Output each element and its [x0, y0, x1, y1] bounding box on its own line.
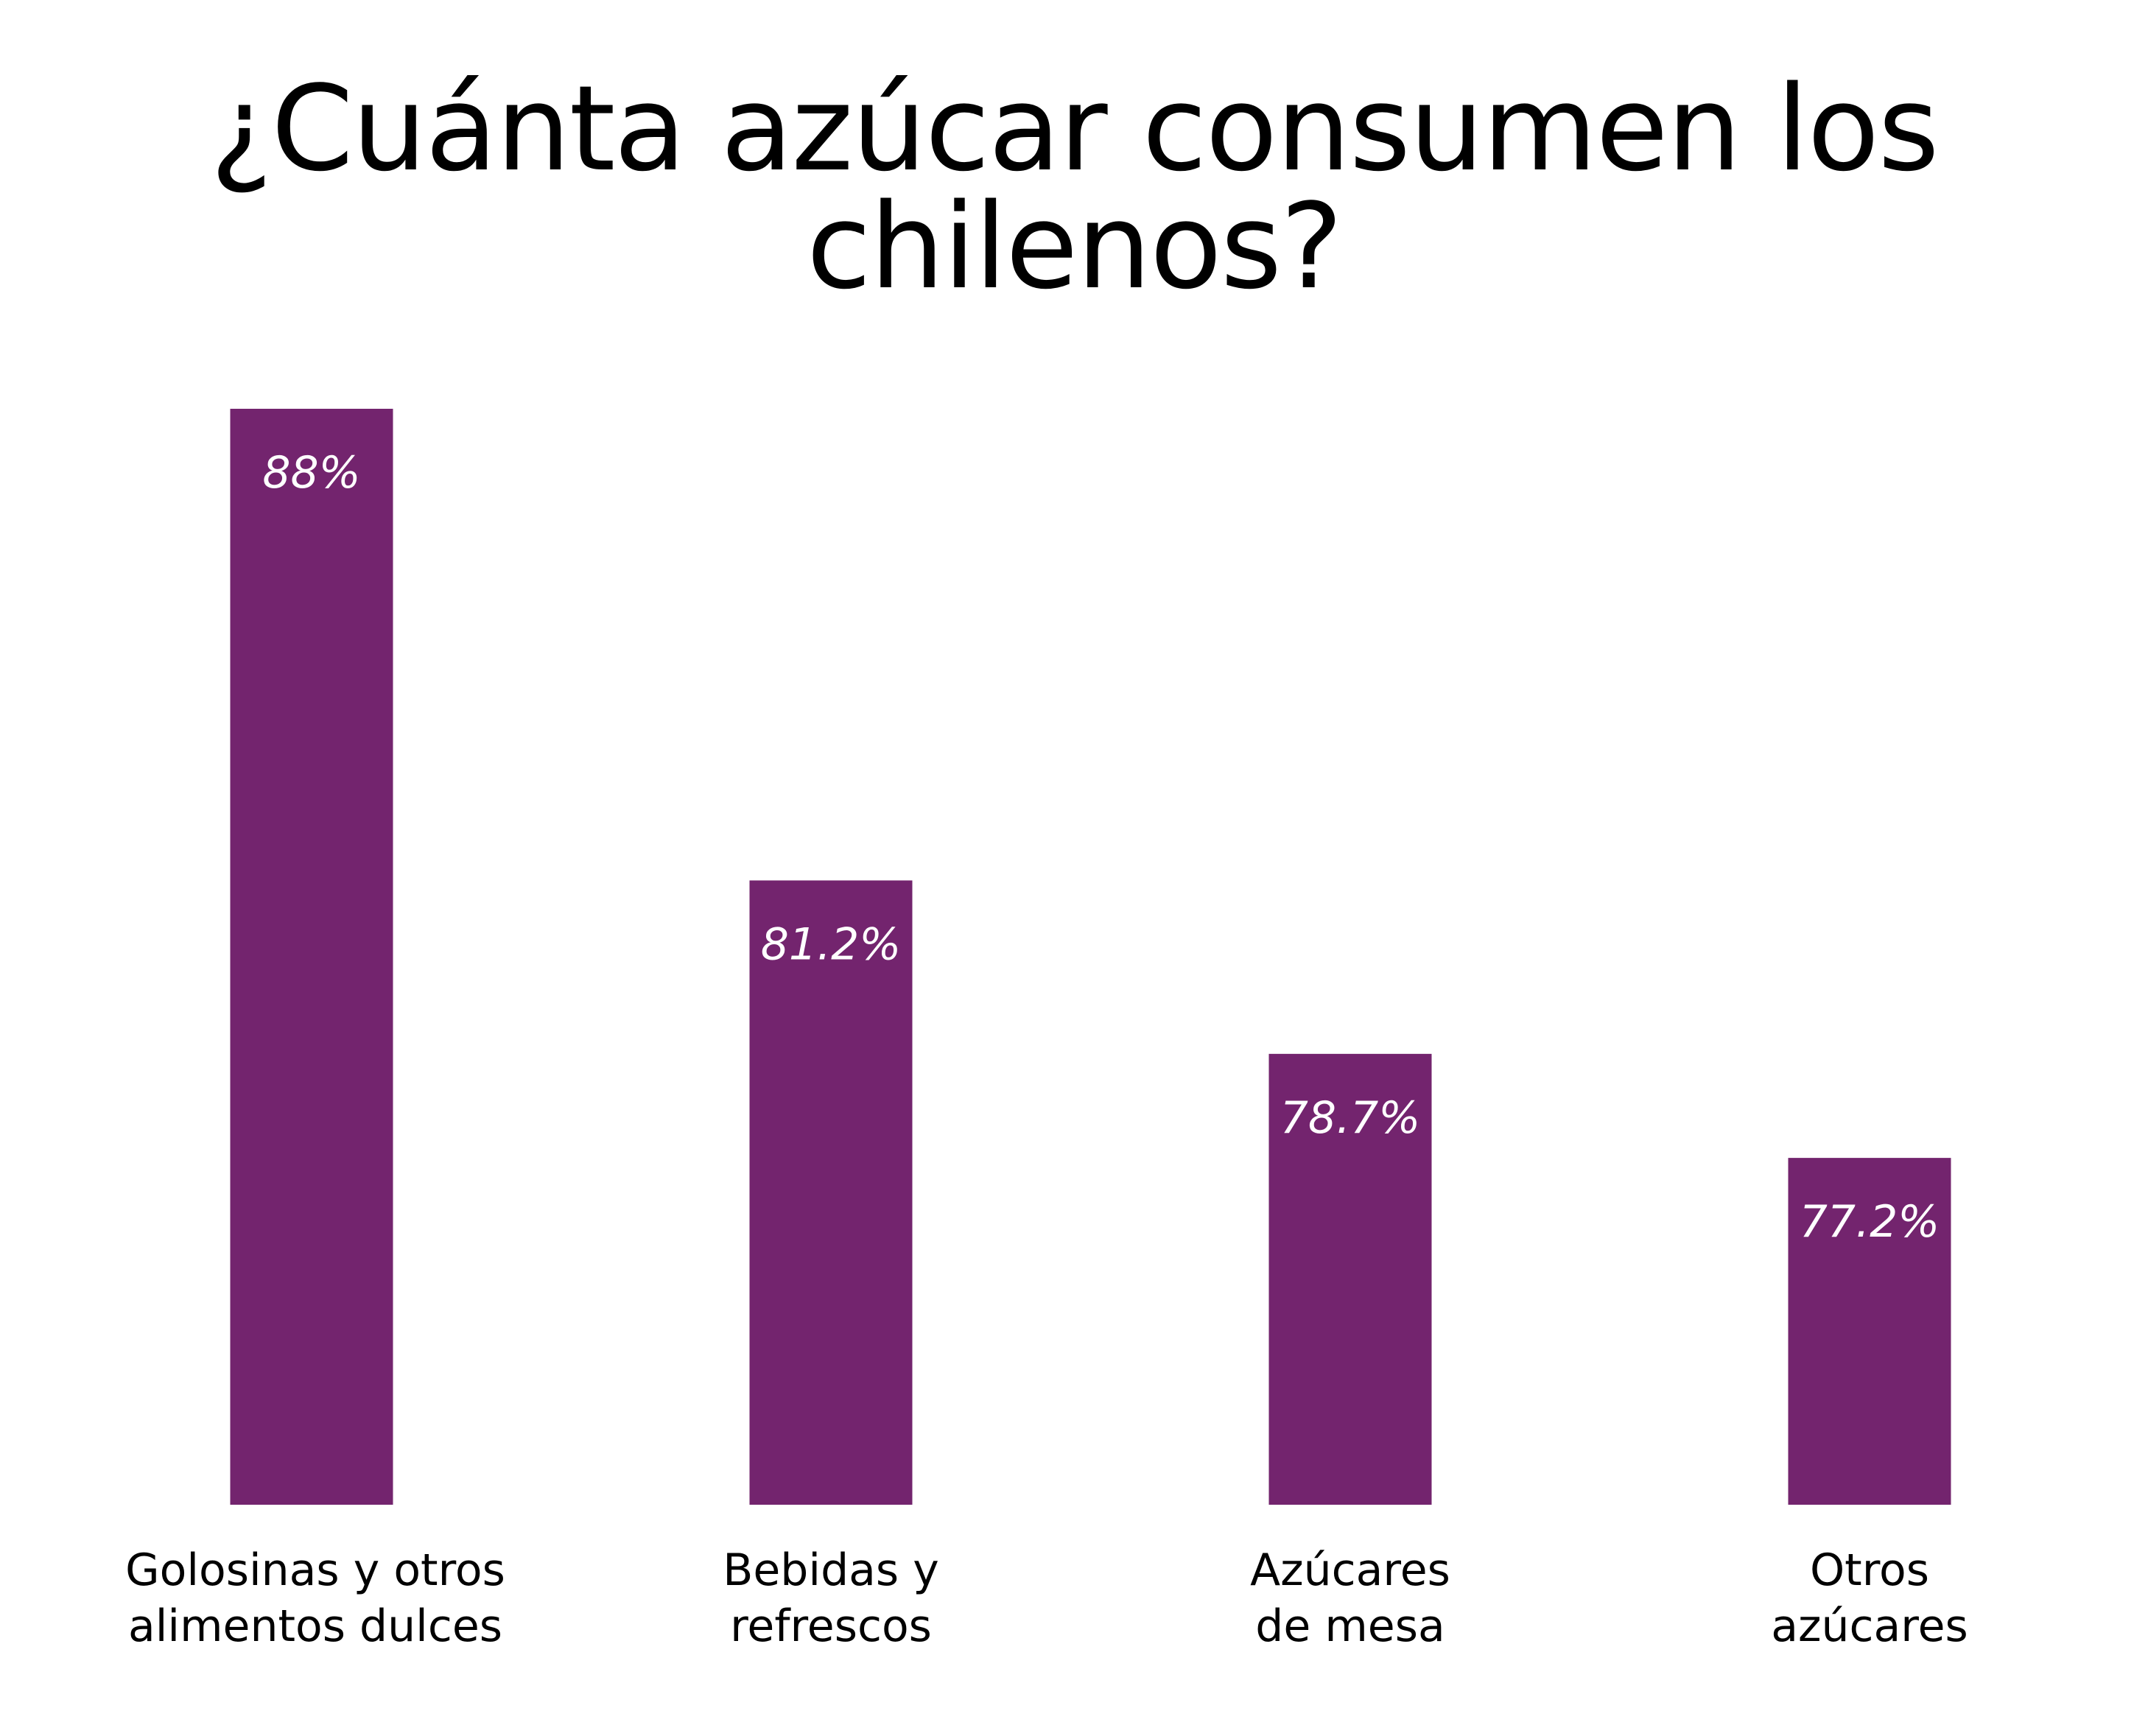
- bar-value-label: 88%: [262, 447, 360, 499]
- bar-value-label: 78.7%: [1280, 1092, 1421, 1144]
- bar-2: [1268, 1053, 1432, 1505]
- chart-title: ¿Cuánta azúcar consumen los chilenos?: [210, 60, 1940, 315]
- bar-value-label: 81.2%: [761, 918, 902, 970]
- category-label: Otros: [1810, 1545, 1929, 1596]
- category-label: Azúcares: [1250, 1545, 1450, 1596]
- category-label: Bebidas y: [723, 1545, 939, 1596]
- bar-0: [230, 409, 393, 1505]
- category-label: refrescos: [730, 1600, 932, 1652]
- bar-value-label: 77.2%: [1800, 1196, 1940, 1248]
- category-label: Golosinas y otros: [125, 1545, 505, 1596]
- category-label: azúcares: [1771, 1600, 1968, 1652]
- category-label: de mesa: [1255, 1600, 1445, 1652]
- category-label: alimentos dulces: [128, 1600, 502, 1652]
- bar-1: [749, 880, 913, 1505]
- bar-3: [1788, 1158, 1951, 1505]
